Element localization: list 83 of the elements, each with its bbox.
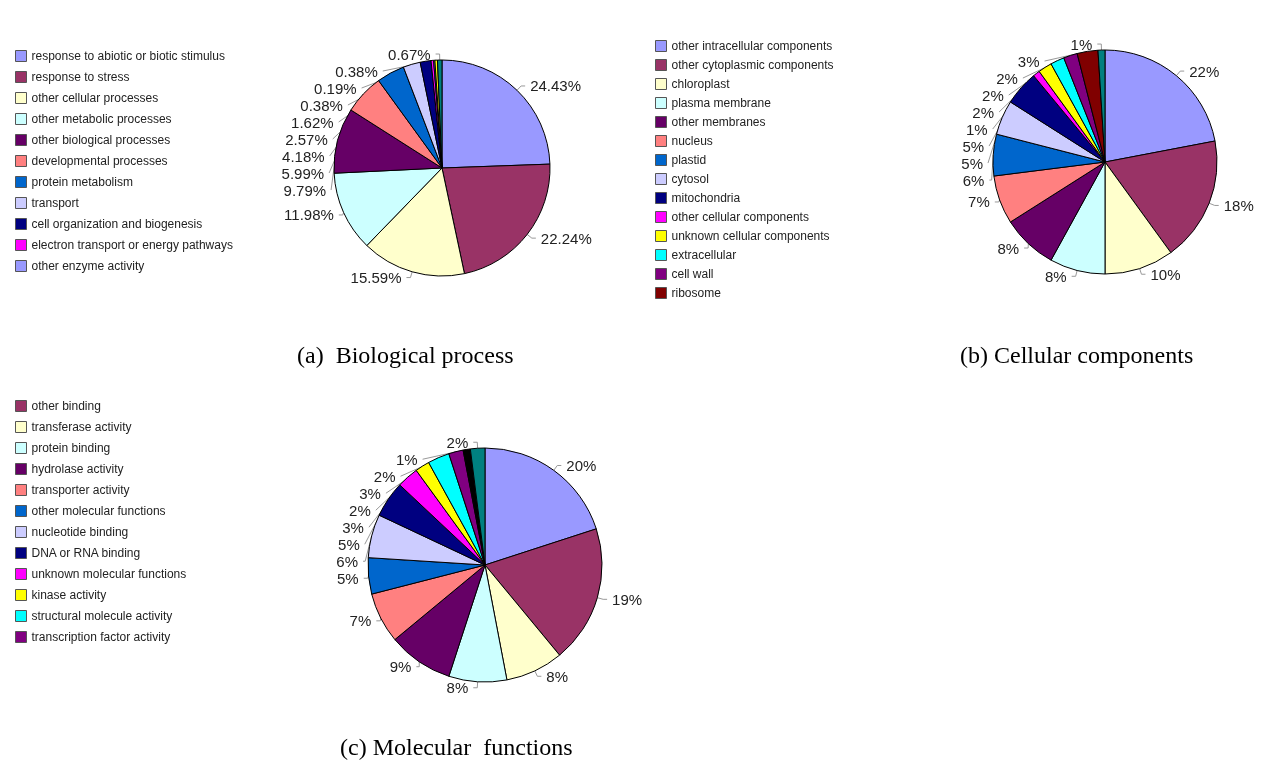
- data-label: 2%: [373, 467, 396, 485]
- data-label: 0.19%: [314, 79, 357, 97]
- legend-label: other cellular components: [671, 210, 809, 224]
- legend-label: chloroplast: [671, 77, 731, 91]
- data-label: 2%: [982, 86, 1004, 104]
- data-label: 2%: [972, 103, 995, 121]
- data-label: 22%: [1189, 62, 1220, 80]
- legend-label: mitochondria: [671, 191, 741, 205]
- data-label: 3%: [1017, 52, 1040, 70]
- legend-label: transcription factor activity: [31, 630, 171, 644]
- data-label: 5.99%: [281, 164, 325, 182]
- legend-label: structural molecule activity: [31, 609, 173, 623]
- data-label: 8%: [446, 679, 469, 697]
- data-label: 2%: [349, 501, 371, 519]
- data-label: 6%: [336, 552, 359, 570]
- data-label: 1%: [965, 120, 988, 138]
- data-label: 9%: [389, 658, 412, 676]
- text: (a) Biological process: [297, 342, 514, 368]
- legend-label: kinase activity: [31, 588, 107, 602]
- legend-label: hydrolase activity: [31, 462, 124, 476]
- legend-label: response to stress: [31, 70, 130, 84]
- legend-label: DNA or RNA binding: [31, 546, 141, 560]
- data-label: 5%: [961, 154, 983, 172]
- legend-label: transport: [31, 196, 80, 210]
- data-label: 0.38%: [300, 96, 343, 114]
- data-label: 5%: [337, 569, 359, 587]
- data-label: 19%: [612, 590, 643, 608]
- data-label: 8%: [1044, 267, 1067, 285]
- legend-label: other enzyme activity: [31, 259, 145, 273]
- data-label: 22.24%: [540, 229, 592, 247]
- legend-label: developmental processes: [31, 154, 168, 168]
- data-label: 2.57%: [285, 130, 328, 148]
- data-label: 18%: [1223, 196, 1254, 214]
- data-label: 6%: [962, 171, 985, 189]
- data-label: 4.18%: [282, 147, 325, 165]
- legend-label: other membranes: [671, 115, 766, 129]
- legend-label: other intracellular components: [671, 39, 833, 53]
- data-label: 15.59%: [350, 269, 402, 287]
- legend-label: other molecular functions: [31, 504, 166, 518]
- legend-label: cytosol: [671, 172, 709, 186]
- legend-label: plastid: [671, 153, 707, 167]
- data-label: 7%: [349, 612, 372, 630]
- legend-label: unknown cellular components: [671, 229, 830, 243]
- legend-label: extracellular: [671, 248, 737, 262]
- data-label: 5%: [338, 535, 360, 553]
- data-label: 1%: [395, 450, 418, 468]
- data-label: 5%: [962, 137, 985, 155]
- legend-label: nucleotide binding: [31, 525, 129, 539]
- data-label: 3%: [359, 484, 381, 502]
- legend-label: protein binding: [31, 441, 111, 455]
- data-label: 3%: [342, 518, 364, 536]
- data-label: 10%: [1150, 265, 1181, 283]
- data-label: 1.62%: [291, 113, 334, 131]
- legend-label: other cellular processes: [31, 91, 159, 105]
- data-label: 8%: [997, 239, 1020, 257]
- legend-label: plasma membrane: [671, 96, 772, 110]
- data-label: 0.67%: [388, 45, 431, 63]
- legend-label: other cytoplasmic components: [671, 58, 834, 72]
- legend-label: protein metabolism: [31, 175, 133, 189]
- legend-label: other binding: [31, 399, 101, 413]
- legend-label: cell organization and biogenesis: [31, 217, 203, 231]
- legend-label: nucleus: [671, 134, 713, 148]
- legend-label: response to abiotic or biotic stimulus: [31, 49, 225, 63]
- text: (c) Molecular functions: [340, 734, 573, 760]
- legend-label: cell wall: [671, 267, 714, 281]
- legend-label: electron transport or energy pathways: [31, 238, 233, 252]
- data-label: 2%: [996, 69, 1018, 87]
- data-label: 24.43%: [530, 77, 582, 95]
- data-label: 1%: [1070, 35, 1093, 53]
- legend-label: transporter activity: [31, 483, 130, 497]
- data-label: 8%: [546, 667, 569, 685]
- data-label: 7%: [968, 193, 990, 211]
- data-label: 11.98%: [284, 206, 334, 224]
- legend-label: unknown molecular functions: [31, 567, 187, 581]
- text: (b) Cellular components: [960, 342, 1194, 368]
- data-label: 9.79%: [283, 181, 327, 199]
- data-label: 2%: [446, 433, 469, 451]
- legend-label: ribosome: [671, 286, 722, 300]
- legend-label: transferase activity: [31, 420, 132, 434]
- legend-label: other metabolic processes: [31, 112, 172, 126]
- legend-label: other biological processes: [31, 133, 171, 147]
- data-label: 20%: [566, 456, 597, 474]
- data-label: 0.38%: [335, 62, 378, 80]
